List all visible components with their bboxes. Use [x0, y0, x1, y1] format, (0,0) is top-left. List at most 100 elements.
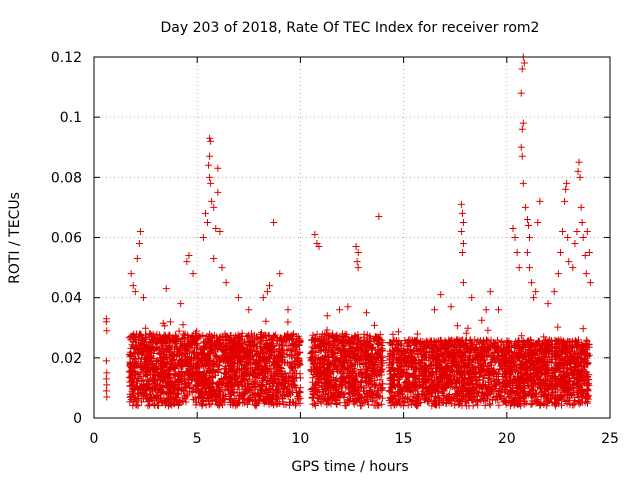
y-tick-label: 0.12 [51, 50, 82, 66]
data-point [431, 306, 439, 314]
data-point [573, 227, 581, 235]
data-point [515, 264, 523, 272]
x-axis-label: GPS time / hours [291, 459, 408, 475]
data-point [459, 240, 467, 248]
y-tick-label: 0.06 [51, 231, 82, 247]
data-point [518, 152, 526, 160]
data-point [135, 240, 143, 248]
data-point [579, 234, 587, 241]
data-point [519, 179, 527, 187]
data-point [102, 387, 110, 395]
data-point [276, 270, 284, 278]
data-point [127, 270, 135, 278]
data-point [336, 306, 344, 314]
data-point [103, 381, 111, 389]
data-point [577, 203, 585, 211]
data-point [482, 306, 490, 314]
y-tick-label: 0.04 [51, 291, 82, 307]
data-point [210, 255, 218, 263]
data-point [199, 234, 207, 241]
data-point [353, 258, 361, 266]
data-point [207, 179, 215, 187]
data-point [204, 218, 212, 226]
data-point [520, 59, 528, 67]
data-point [177, 300, 185, 308]
series-0 [102, 315, 111, 401]
y-tick-label: 0.1 [60, 110, 82, 126]
data-point [495, 306, 503, 314]
data-point [103, 369, 111, 377]
data-point [352, 243, 360, 251]
data-point [511, 234, 519, 241]
x-tick-label: 20 [498, 431, 516, 447]
data-point [524, 221, 532, 229]
data-point [561, 197, 569, 205]
observation-band-points [125, 316, 593, 410]
y-axis-label: ROTI / TECUs [7, 192, 23, 284]
data-point [586, 279, 594, 287]
data-point [458, 249, 466, 257]
data-point [102, 375, 110, 383]
data-point [532, 288, 540, 296]
data-point [210, 203, 218, 211]
data-point [284, 306, 292, 314]
data-point [218, 264, 226, 272]
data-point [458, 209, 466, 217]
data-point [559, 227, 567, 235]
data-point [136, 227, 144, 235]
data-point [259, 294, 267, 302]
data-point [581, 252, 589, 260]
data-point [206, 152, 214, 160]
data-point [323, 312, 331, 320]
data-point [214, 188, 222, 196]
data-point [133, 255, 141, 263]
data-point [103, 327, 111, 335]
data-point [311, 230, 319, 238]
x-tick-label: 25 [601, 431, 619, 447]
chart-title: Day 203 of 2018, Rate Of TEC Index for r… [161, 20, 540, 36]
data-point [509, 224, 517, 232]
data-point [201, 209, 209, 217]
data-point [102, 357, 110, 365]
data-point [519, 119, 527, 127]
data-point [375, 212, 383, 220]
data-point [447, 303, 455, 311]
data-point [207, 137, 215, 145]
data-point [263, 288, 271, 296]
data-point [206, 134, 214, 142]
data-point [518, 65, 526, 73]
data-point [528, 279, 536, 287]
data-point [131, 288, 139, 296]
data-point [486, 288, 494, 296]
data-point [583, 227, 591, 235]
data-point [523, 215, 531, 223]
data-point [129, 282, 137, 290]
data-point [518, 125, 526, 133]
data-point [565, 258, 573, 266]
data-point [513, 249, 521, 257]
data-point [189, 270, 197, 278]
data-point [344, 303, 352, 311]
data-point [576, 173, 584, 181]
data-point [544, 300, 552, 308]
data-point [102, 318, 110, 326]
y-tick-label: 0 [73, 411, 82, 427]
data-point [315, 243, 323, 251]
data-point [140, 294, 148, 302]
x-tick-label: 15 [395, 431, 413, 447]
data-point [562, 185, 570, 193]
data-point [517, 89, 525, 97]
data-point [183, 258, 191, 266]
data-point [571, 240, 579, 248]
data-point [459, 218, 467, 226]
data-point [563, 179, 571, 187]
data-point [585, 249, 593, 257]
data-point [245, 306, 253, 314]
data-point [550, 288, 558, 296]
data-point [521, 203, 529, 211]
data-point [234, 294, 242, 302]
data-point [556, 249, 564, 257]
data-point [457, 227, 465, 235]
data-point [222, 279, 230, 287]
